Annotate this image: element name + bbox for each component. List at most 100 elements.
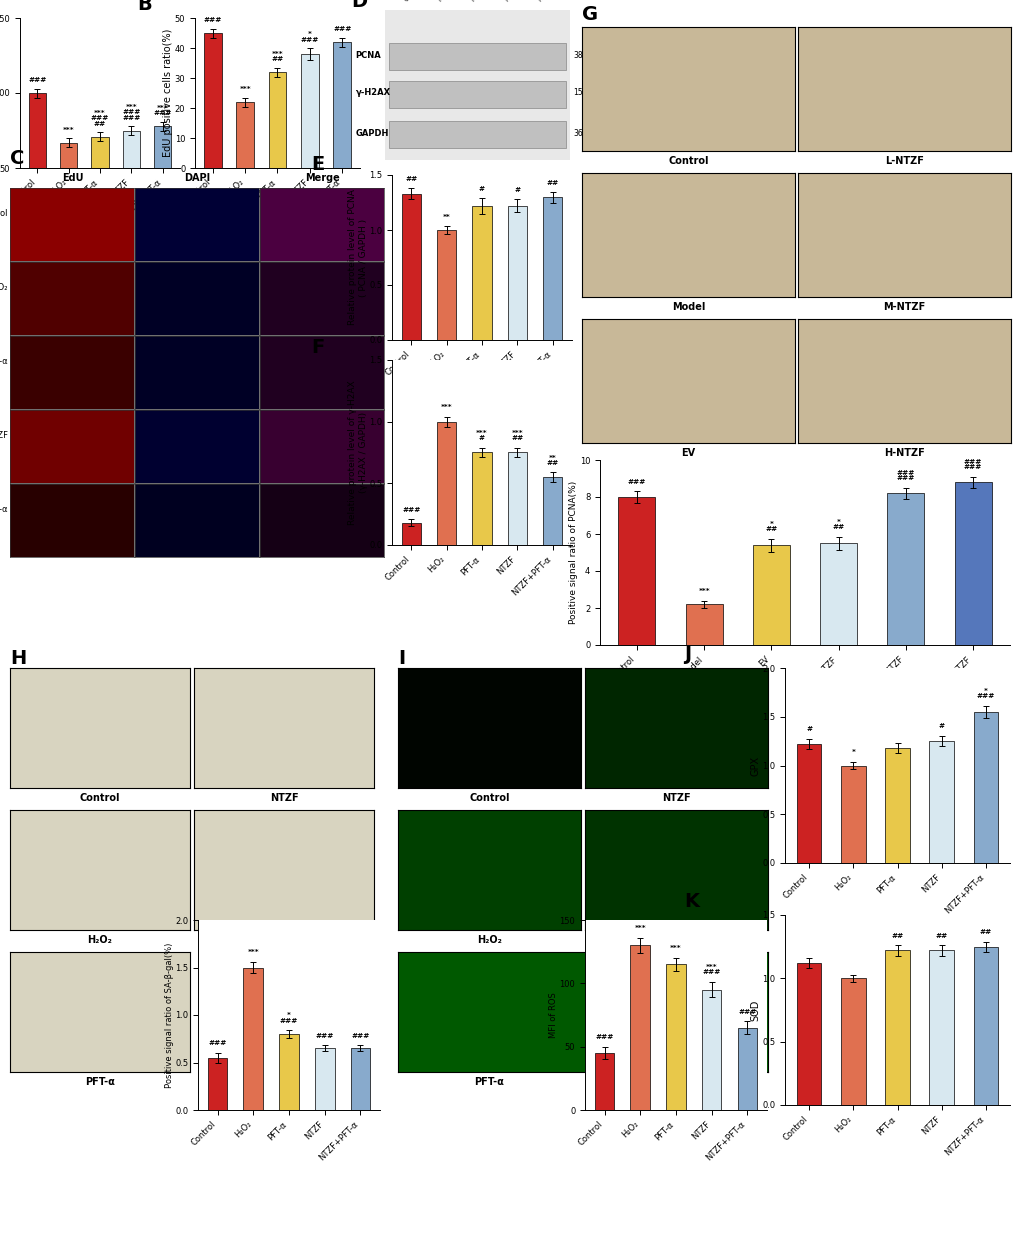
Bar (244, 968, 263, 1110)
Text: PFT-α: PFT-α (85, 1077, 115, 1087)
Bar (841, 765, 865, 863)
Text: γ-H2AX: γ-H2AX (355, 88, 390, 97)
Text: EdU: EdU (62, 173, 84, 183)
Text: DAPI: DAPI (184, 173, 210, 183)
Text: Control: Control (404, 0, 425, 3)
Y-axis label: MFI of ROS: MFI of ROS (548, 992, 557, 1038)
Bar (279, 1035, 299, 1110)
Bar (797, 744, 820, 863)
Bar (752, 545, 789, 645)
Text: ##: ## (546, 179, 558, 186)
Text: F: F (311, 337, 324, 357)
Bar (92, 137, 108, 243)
Text: ###: ### (208, 1041, 226, 1046)
Text: E: E (311, 155, 324, 174)
Bar (208, 1058, 227, 1110)
Text: ***
###: *** ### (154, 105, 172, 117)
Bar (388, 80, 566, 108)
Text: H₂O₂: H₂O₂ (477, 935, 501, 946)
Text: ***: *** (698, 588, 709, 594)
Bar (928, 951, 953, 1105)
Text: J: J (683, 645, 690, 663)
Text: ###: ### (332, 26, 352, 33)
Bar (401, 523, 421, 545)
Bar (542, 478, 561, 545)
Text: *
###: * ### (279, 1012, 298, 1023)
Bar (268, 71, 286, 168)
Bar (204, 33, 221, 168)
Text: H₂O₂: H₂O₂ (436, 0, 452, 3)
Text: ###: ### (204, 18, 222, 24)
Bar (618, 497, 655, 645)
Text: ***: *** (63, 127, 74, 133)
Text: ##: ## (405, 177, 417, 182)
Text: ###: ### (401, 507, 420, 513)
Text: **
##: ** ## (546, 454, 558, 465)
Text: ***: *** (239, 87, 251, 93)
Text: ##: ## (934, 933, 947, 939)
Text: C: C (10, 149, 24, 168)
Text: EV: EV (681, 448, 695, 458)
Text: **: ** (442, 214, 450, 219)
Text: G: G (582, 5, 597, 25)
Text: ###: ### (738, 1008, 756, 1014)
Y-axis label: Positive signal ratio of SA-β-gal(%): Positive signal ratio of SA-β-gal(%) (165, 942, 173, 1087)
Text: D: D (352, 0, 368, 11)
Text: B: B (138, 0, 152, 15)
Text: Control: Control (469, 793, 510, 803)
Bar (351, 1048, 370, 1110)
Text: ***
#: *** # (476, 430, 487, 441)
Text: 38kDa: 38kDa (573, 50, 598, 59)
Text: #: # (805, 726, 811, 732)
Bar (841, 978, 865, 1105)
Bar (887, 493, 923, 645)
Bar (333, 41, 351, 168)
Text: ***
##: *** ## (511, 430, 523, 441)
Text: Merge: Merge (305, 173, 339, 183)
Bar (973, 712, 997, 863)
Bar (737, 1028, 756, 1110)
Text: Control: Control (0, 208, 8, 217)
Y-axis label: Relative protein level of PCNA
( PCNA / GAPDH ): Relative protein level of PCNA ( PCNA / … (348, 189, 368, 326)
Y-axis label: EdU positive cells ratio(%): EdU positive cells ratio(%) (163, 29, 173, 157)
Text: NTZF+PFT-α: NTZF+PFT-α (0, 504, 8, 513)
Text: NTZF: NTZF (503, 0, 520, 3)
Text: Control: Control (79, 793, 120, 803)
Text: *
###: * ### (975, 688, 994, 700)
Text: NTZF+PFT-α: NTZF+PFT-α (536, 0, 571, 3)
Bar (122, 130, 140, 243)
Text: #: # (514, 187, 520, 193)
Bar (665, 964, 685, 1110)
Bar (29, 93, 46, 243)
Y-axis label: GPX: GPX (750, 755, 760, 775)
Bar (819, 543, 856, 645)
Bar (797, 963, 820, 1105)
Bar (315, 1048, 334, 1110)
Text: ###: ### (627, 479, 645, 485)
Text: *
##: * ## (832, 519, 844, 530)
Bar (954, 483, 990, 645)
Text: H₂O₂: H₂O₂ (88, 935, 112, 946)
Bar (436, 421, 455, 545)
Text: ***
###: *** ### (702, 964, 720, 976)
Text: NTZF: NTZF (269, 793, 298, 803)
Bar (685, 604, 721, 645)
Text: *
##: * ## (764, 520, 776, 532)
Text: ***
###
##: *** ### ## (91, 110, 109, 127)
Text: ***: *** (634, 925, 645, 930)
Text: NTZF+PFT-α: NTZF+PFT-α (643, 935, 709, 946)
Text: ###: ### (595, 1035, 613, 1040)
Text: I: I (397, 650, 405, 668)
Text: ##: ## (978, 929, 990, 935)
Text: ##: ## (891, 933, 903, 939)
Text: Control: Control (667, 155, 708, 166)
Text: ###: ### (351, 1033, 369, 1038)
Bar (507, 453, 527, 545)
Y-axis label: Relative protein level of γ-H2AX
(γ-H2AX / GAPDH): Relative protein level of γ-H2AX (γ-H2AX… (348, 380, 368, 525)
Text: ***: *** (669, 946, 681, 952)
Bar (401, 193, 421, 340)
Text: PFT-α: PFT-α (470, 0, 487, 3)
Text: M-NTZF: M-NTZF (882, 302, 924, 312)
Text: ###
###: ### ### (896, 470, 914, 482)
Bar (60, 143, 77, 243)
